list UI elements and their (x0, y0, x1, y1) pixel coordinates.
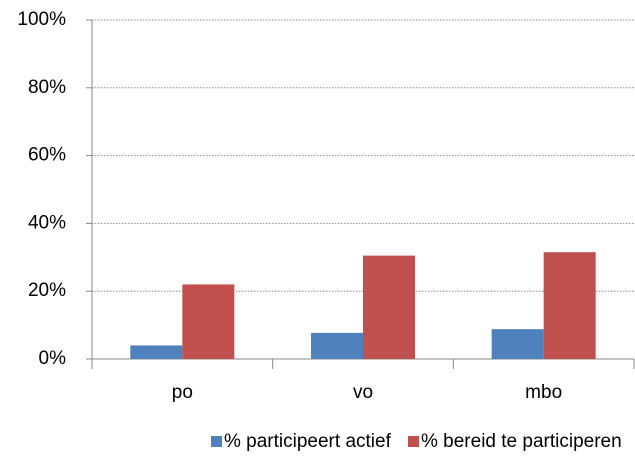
legend-swatch (211, 436, 222, 447)
x-tick-label: po (172, 382, 193, 403)
x-tick-label: vo (353, 382, 373, 403)
y-tick-label: 0% (39, 348, 67, 369)
bar (182, 284, 235, 359)
bar (363, 255, 415, 359)
legend-label: % participeert actief (224, 431, 392, 452)
legend-swatch (408, 436, 419, 447)
bar (543, 252, 596, 359)
y-tick-label: 60% (28, 145, 66, 166)
x-tick-label: mbo (525, 382, 562, 403)
y-tick-label: 100% (17, 9, 66, 30)
y-tick-label: 20% (28, 280, 66, 301)
bar (130, 345, 183, 359)
bar (311, 332, 363, 359)
legend-label: % bereid te participeren (421, 431, 622, 452)
y-tick-label: 40% (28, 212, 66, 233)
y-tick-label: 80% (28, 77, 66, 98)
bar (491, 329, 544, 359)
